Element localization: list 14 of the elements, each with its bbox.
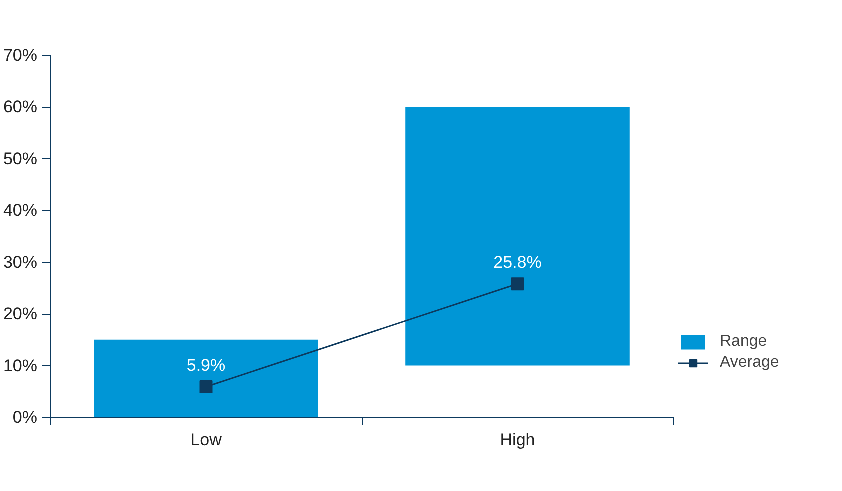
- y-tick-label: 60%: [3, 98, 38, 117]
- y-tick-label: 0%: [12, 408, 38, 427]
- x-tick-label: Low: [190, 430, 223, 450]
- y-tick-label: 20%: [3, 304, 38, 324]
- data-label: 5.9%: [186, 356, 226, 375]
- data-label: 25.8%: [494, 253, 542, 272]
- legend-label: Range: [720, 333, 768, 351]
- legend-label: Average: [720, 354, 780, 372]
- x-tick-label: High: [500, 430, 536, 450]
- y-tick-label: 10%: [3, 356, 38, 376]
- y-tick-label: 70%: [3, 46, 38, 65]
- y-tick-label: 30%: [3, 252, 38, 272]
- y-tick-label: 40%: [3, 201, 38, 220]
- y-tick-label: 50%: [3, 149, 38, 168]
